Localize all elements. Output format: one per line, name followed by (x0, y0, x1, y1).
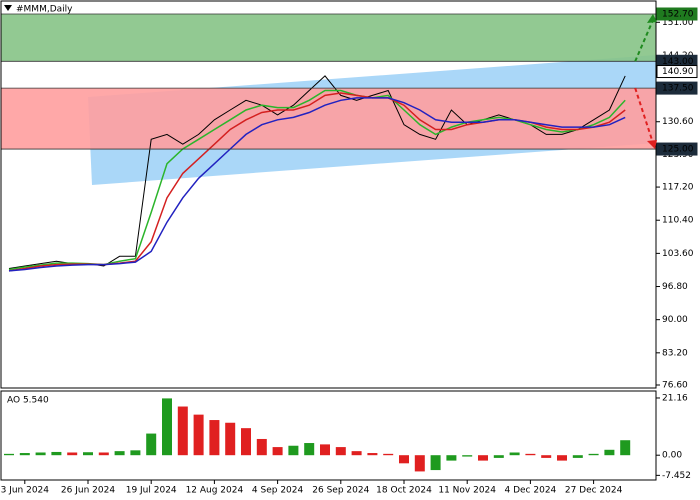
ao-bar (462, 455, 473, 457)
ao-bar (4, 453, 14, 456)
ao-bar (572, 455, 583, 458)
level-box (656, 65, 698, 79)
ao-bar (83, 452, 93, 456)
zones (1, 14, 656, 150)
target-arrow-up (634, 19, 654, 62)
ao-bar (446, 455, 457, 461)
y-tick-label: 90.00 (662, 315, 688, 325)
x-tick-label: 4 Sep 2024 (252, 486, 304, 496)
ao-bar (304, 443, 315, 456)
level-label: 140.90 (662, 67, 694, 77)
x-tick-label: 27 Dec 2024 (565, 486, 623, 496)
ao-bar (320, 444, 330, 456)
level-label: 125.00 (662, 145, 694, 155)
y-tick-label: 110.40 (662, 216, 694, 226)
y-tick-label: 0.00 (662, 451, 682, 461)
ao-bar (588, 453, 599, 456)
level-label: 152.70 (662, 10, 694, 20)
x-tick-label: 26 Sep 2024 (312, 486, 369, 496)
ao-bar (162, 398, 172, 456)
level-box (656, 7, 698, 21)
title-arrow (4, 5, 12, 11)
ao-bar (256, 438, 267, 456)
ao-bar (557, 455, 567, 461)
ao-bar (604, 449, 615, 456)
ao-bar (241, 428, 251, 456)
ao-bar (430, 455, 441, 471)
x-tick-label: 19 Jul 2024 (126, 486, 177, 496)
ao-bar (335, 447, 346, 456)
x-tick-label: 4 Dec 2024 (505, 486, 557, 496)
moving-average (8, 89, 626, 271)
ao-bar (193, 414, 204, 456)
ao-bar (114, 451, 125, 456)
x-tick-label: 11 Nov 2024 (438, 486, 496, 496)
target-arrow-down (634, 87, 654, 144)
level-label: 143.00 (662, 57, 694, 67)
y-tick-label: 76.60 (662, 381, 688, 391)
ao-bar (51, 451, 62, 456)
level-box (656, 142, 698, 156)
ao-bar (272, 447, 283, 456)
x-tick-label: 12 Aug 2024 (186, 486, 244, 496)
y-tick-label: 96.80 (662, 282, 688, 292)
y-tick-label: -7.452 (662, 471, 691, 481)
ao-title: AO 5.540 (7, 396, 49, 406)
chart-title: #MMM,Daily (16, 5, 73, 15)
ao-bar (98, 452, 109, 456)
x-tick-label: 18 Oct 2024 (376, 486, 432, 496)
x-tick-label: 3 Jun 2024 (1, 486, 50, 496)
ao-bar (288, 445, 299, 456)
ao-bar (67, 452, 78, 456)
ao-bar (35, 452, 46, 456)
ao-bar (493, 455, 504, 458)
y-tick-label: 151.00 (662, 18, 694, 28)
ao-bar (130, 450, 141, 456)
ao-bar (146, 433, 157, 456)
zone (1, 14, 656, 62)
arrow-head (647, 14, 657, 23)
ao-bar (399, 455, 409, 464)
ao-bar (509, 452, 520, 456)
ao-bar (225, 422, 236, 456)
y-tick-label: 117.20 (662, 183, 694, 193)
ao-bar (525, 453, 536, 456)
y-tick-label: 130.60 (662, 117, 694, 127)
ao-bar (541, 455, 552, 458)
y-tick-label: 103.60 (662, 249, 694, 259)
arrow-head (647, 140, 657, 150)
x-tick-label: 26 Jun 2024 (61, 486, 115, 496)
ao-bar (351, 451, 362, 456)
plot (1, 13, 656, 472)
moving-average (8, 97, 626, 272)
ao-bar (414, 455, 425, 472)
ao-frame (0, 390, 657, 481)
y-tick-label: 83.20 (662, 348, 688, 358)
price-frame (0, 0, 657, 389)
level-box (656, 81, 698, 95)
ao-bar (177, 406, 188, 456)
level-label: 137.50 (662, 84, 694, 94)
ao-bar (209, 420, 220, 456)
ao-bar (367, 453, 378, 456)
y-tick-label: 21.16 (662, 393, 688, 403)
ao-bar (620, 440, 631, 456)
ao-bar (478, 455, 488, 461)
ao-bar (383, 453, 394, 456)
zone (1, 88, 656, 150)
ao-bar (19, 453, 30, 456)
